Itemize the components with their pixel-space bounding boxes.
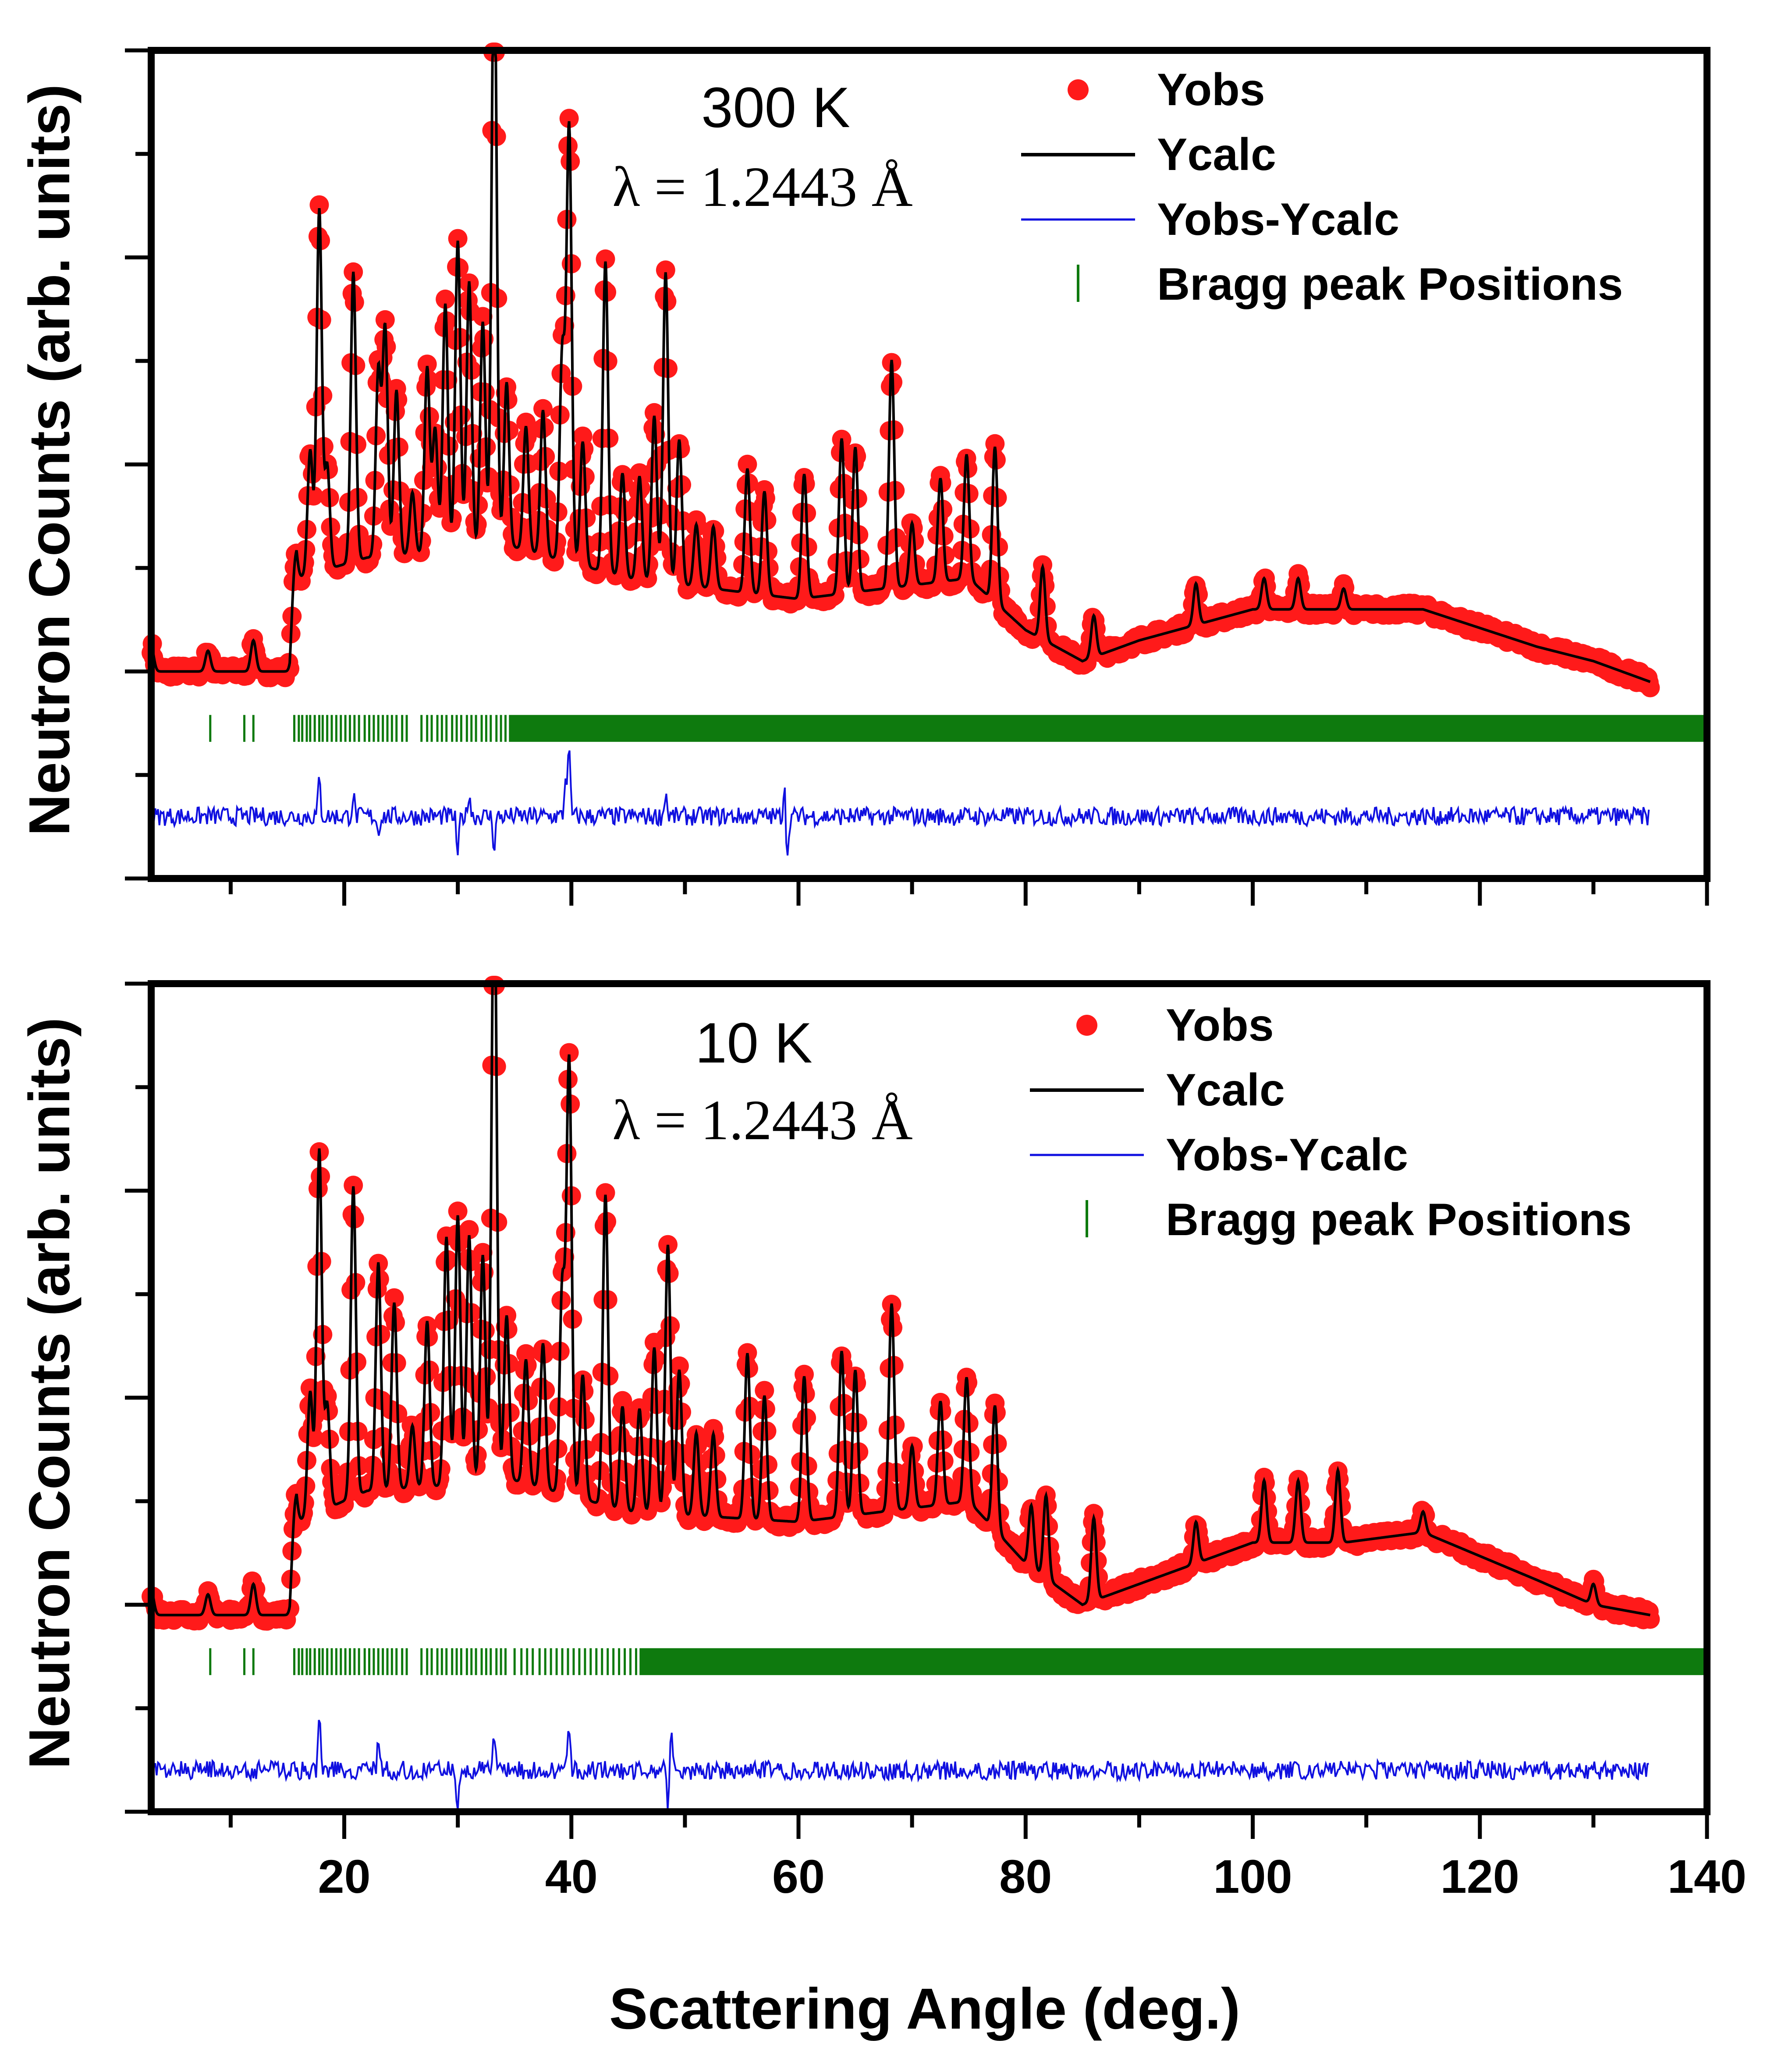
- yobs-point: [596, 249, 615, 269]
- x-tick-label: 140: [1668, 1850, 1746, 1903]
- wavelength-label: λ = 1.2443 Å: [612, 1089, 912, 1152]
- legend-label: Yobs: [1157, 64, 1265, 115]
- yobs-point: [533, 399, 553, 418]
- legend-swatch-dot: [1076, 1015, 1097, 1036]
- y-axis-title-bottom: Neutron Counts (arb. units): [17, 1017, 82, 1769]
- x-tick-label: 100: [1213, 1850, 1292, 1903]
- wavelength-label: λ = 1.2443 Å: [612, 156, 912, 219]
- legend-label: Bragg peak Positions: [1166, 1194, 1632, 1245]
- legend: Yobs Ycalc Yobs-Ycalc Bragg peak Positions: [1030, 1000, 1632, 1245]
- x-tick-label: 20: [318, 1850, 370, 1903]
- legend-label: Yobs-Ycalc: [1157, 194, 1399, 245]
- ycalc-line: [150, 51, 1651, 683]
- temperature-label: 10 K: [695, 1011, 812, 1075]
- yobs-ycalc-line: [150, 750, 1650, 856]
- legend-label: Bragg peak Positions: [1157, 259, 1623, 310]
- y-ticks: [125, 48, 151, 881]
- yobs-point: [516, 412, 536, 432]
- yobs-point: [1640, 1609, 1660, 1629]
- bragg-mark-dense-band: [639, 1648, 1707, 1675]
- x-tick-label: 40: [545, 1850, 598, 1903]
- yobs-point: [656, 260, 675, 280]
- temperature-label: 300 K: [701, 75, 850, 139]
- yobs-series: [142, 43, 1660, 698]
- yobs-point: [1084, 1504, 1104, 1523]
- yobs-point: [317, 1386, 337, 1406]
- yobs-point: [309, 195, 329, 215]
- yobs-point: [559, 109, 579, 128]
- yobs-point: [417, 354, 437, 374]
- yobs-point: [738, 1343, 757, 1363]
- yobs-point: [436, 289, 455, 309]
- yobs-point: [1640, 678, 1660, 698]
- legend-label: Yobs-Ycalc: [1166, 1130, 1408, 1180]
- y-ticks: [125, 981, 151, 1814]
- legend-label: Ycalc: [1166, 1065, 1285, 1116]
- yobs-point: [644, 403, 664, 422]
- yobs-point: [613, 1391, 632, 1410]
- legend-swatch-dot: [1068, 79, 1089, 100]
- legend-label: Ycalc: [1157, 129, 1276, 180]
- yobs-point: [658, 1235, 678, 1254]
- yobs-point: [473, 307, 493, 326]
- x-ticks: 20 40 60 80 100 120 140: [228, 1812, 1746, 1903]
- yobs-point: [755, 1381, 774, 1400]
- y-axis-title-top: Neutron Counts (arb. units): [17, 84, 82, 836]
- yobs-point: [669, 1356, 689, 1376]
- x-tick-label: 80: [999, 1850, 1052, 1903]
- panel-10k: 20 40 60 80 100 120 140 10 K λ = 1.2443 Å Yobs Yca…: [125, 976, 1746, 1903]
- yobs-point: [280, 659, 300, 679]
- yobs-point: [344, 1176, 363, 1195]
- ycalc-line: [150, 984, 1650, 1617]
- yobs-point: [985, 434, 1005, 453]
- yobs-point: [375, 310, 395, 329]
- x-axis-title: Scattering Angle (deg.): [609, 1976, 1240, 2041]
- yobs-point: [459, 1220, 479, 1240]
- x-ticks: [228, 878, 1709, 906]
- legend-label: Yobs: [1166, 1000, 1274, 1051]
- yobs-ycalc-line: [150, 1719, 1649, 1810]
- yobs-point: [738, 454, 757, 474]
- yobs-point: [448, 229, 468, 248]
- yobs-point: [651, 1493, 671, 1512]
- yobs-point: [596, 1183, 615, 1203]
- plot-frame: [148, 47, 1710, 882]
- yobs-series: [142, 976, 1660, 1631]
- yobs-point: [788, 591, 807, 611]
- yobs-point: [384, 1288, 404, 1308]
- yobs-point: [795, 1364, 814, 1384]
- x-tick-label: 60: [772, 1850, 825, 1903]
- bragg-peak-series: [209, 715, 1707, 742]
- yobs-point: [473, 1243, 493, 1262]
- x-tick-label: 120: [1441, 1850, 1519, 1903]
- legend: Yobs Ycalc Yobs-Ycalc Bragg peak Positions: [1021, 64, 1623, 310]
- bragg-mark-dense-band: [509, 715, 1707, 742]
- bragg-peak-series: [209, 1648, 1707, 1675]
- yobs-point: [638, 569, 657, 588]
- yobs-point: [448, 1201, 468, 1221]
- yobs-point: [559, 1043, 579, 1063]
- panel-300k: 300 K λ = 1.2443 Å Yobs Ycalc Yobs-Ycalc Brag…: [125, 43, 1710, 906]
